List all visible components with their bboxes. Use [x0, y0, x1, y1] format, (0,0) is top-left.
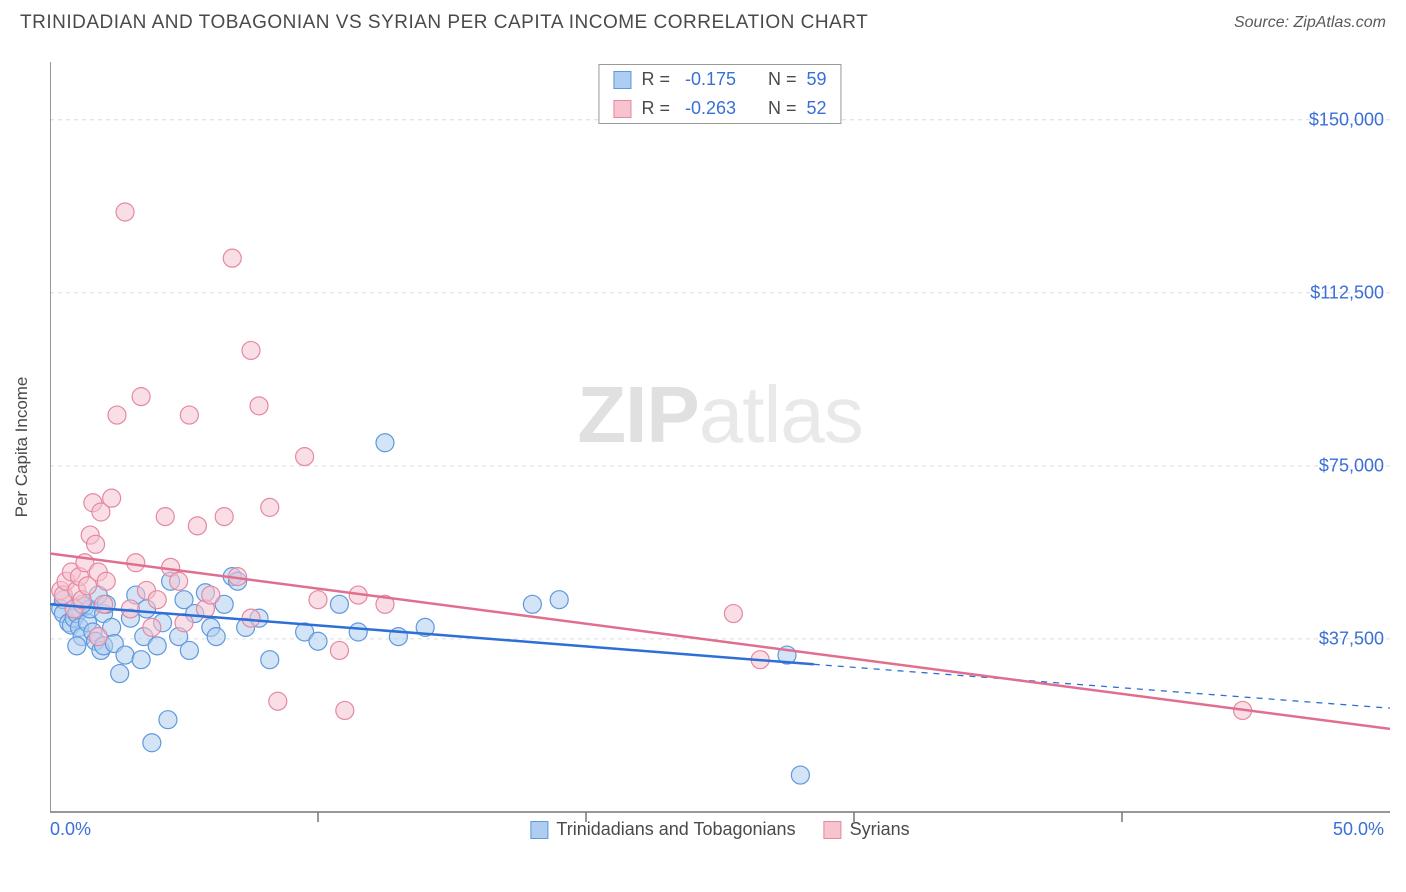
r-value: -0.175	[680, 69, 736, 90]
legend-swatch	[613, 100, 631, 118]
data-point	[523, 595, 541, 613]
n-label: N =	[768, 69, 797, 90]
data-point	[242, 341, 260, 359]
legend-item: Trinidadians and Tobagonians	[530, 819, 795, 840]
data-point	[330, 641, 348, 659]
data-point	[148, 591, 166, 609]
legend-item: Syrians	[824, 819, 910, 840]
correlation-legend-row: R = -0.175 N = 59	[599, 65, 840, 94]
data-point	[330, 595, 348, 613]
data-point	[309, 591, 327, 609]
data-point	[242, 609, 260, 627]
data-point	[87, 535, 105, 553]
chart-title: TRINIDADIAN AND TOBAGONIAN VS SYRIAN PER…	[20, 12, 868, 34]
correlation-legend-row: R = -0.263 N = 52	[599, 94, 840, 123]
y-tick-label: $75,000	[1319, 455, 1384, 476]
data-point	[349, 623, 367, 641]
data-point	[95, 595, 113, 613]
r-label: R =	[641, 69, 670, 90]
data-point	[159, 711, 177, 729]
data-point	[376, 434, 394, 452]
y-tick-label: $37,500	[1319, 628, 1384, 649]
data-point	[156, 508, 174, 526]
trend-line-extrapolated	[814, 664, 1390, 708]
data-point	[132, 651, 150, 669]
data-point	[143, 618, 161, 636]
data-point	[188, 517, 206, 535]
n-label: N =	[768, 98, 797, 119]
series-legend: Trinidadians and Tobagonians Syrians	[530, 819, 909, 840]
data-point	[223, 249, 241, 267]
data-point	[791, 766, 809, 784]
data-point	[550, 591, 568, 609]
legend-swatch	[530, 821, 548, 839]
x-axis-min-label: 0.0%	[50, 819, 91, 840]
data-point	[207, 628, 225, 646]
data-point	[116, 646, 134, 664]
data-point	[68, 637, 86, 655]
legend-label: Trinidadians and Tobagonians	[556, 819, 795, 840]
data-point	[250, 397, 268, 415]
legend-label: Syrians	[850, 819, 910, 840]
data-point	[170, 572, 188, 590]
source-label: Source: ZipAtlas.com	[1234, 14, 1386, 32]
data-point	[180, 406, 198, 424]
n-value: 52	[807, 98, 827, 119]
n-value: 59	[807, 69, 827, 90]
y-axis-label: Per Capita Income	[12, 377, 32, 518]
trend-line	[50, 604, 814, 664]
data-point	[202, 586, 220, 604]
r-label: R =	[641, 98, 670, 119]
legend-swatch	[613, 71, 631, 89]
data-point	[143, 734, 161, 752]
data-point	[261, 651, 279, 669]
scatter-plot	[50, 52, 1390, 842]
data-point	[103, 489, 121, 507]
legend-swatch	[824, 821, 842, 839]
y-tick-label: $112,500	[1310, 282, 1384, 303]
trend-line	[50, 554, 1390, 729]
x-axis-max-label: 50.0%	[1333, 819, 1384, 840]
chart-container: Per Capita Income ZIPatlas R = -0.175 N …	[50, 52, 1390, 842]
data-point	[296, 448, 314, 466]
data-point	[132, 388, 150, 406]
correlation-legend: R = -0.175 N = 59 R = -0.263 N = 52	[598, 64, 841, 124]
data-point	[261, 498, 279, 516]
data-point	[215, 508, 233, 526]
data-point	[116, 203, 134, 221]
data-point	[180, 641, 198, 659]
data-point	[269, 692, 287, 710]
data-point	[309, 632, 327, 650]
data-point	[111, 665, 129, 683]
data-point	[97, 572, 115, 590]
data-point	[108, 406, 126, 424]
data-point	[724, 605, 742, 623]
y-tick-label: $150,000	[1309, 109, 1384, 130]
data-point	[336, 701, 354, 719]
data-point	[89, 628, 107, 646]
r-value: -0.263	[680, 98, 736, 119]
data-point	[148, 637, 166, 655]
